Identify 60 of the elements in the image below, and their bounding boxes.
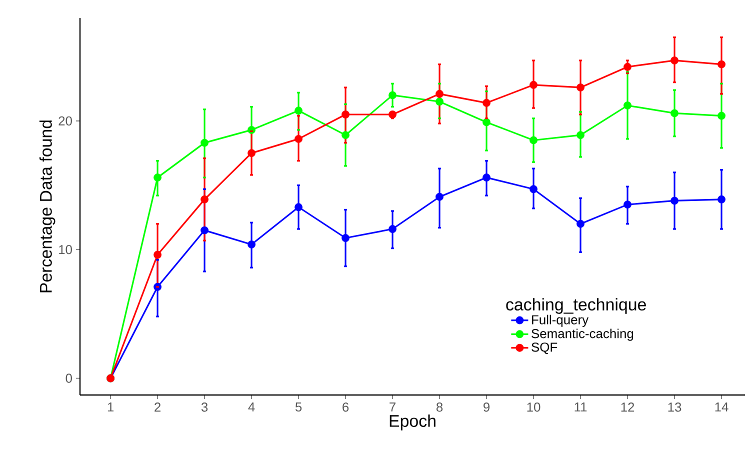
point [342,131,350,140]
x-tick-label: 2 [154,402,160,412]
point [388,91,397,100]
legend-label: Full-query [532,314,589,327]
point [670,56,679,64]
x-tick-label: 8 [436,402,443,412]
point [718,112,726,120]
x-tick-label: 1 [108,402,114,412]
point [530,80,538,89]
point [388,225,397,234]
legend-title: caching_technique [506,298,646,314]
point [436,192,444,201]
point [718,195,726,204]
x-tick-label: 5 [295,402,302,412]
x-tick-label: 10 [527,402,540,412]
point [576,83,585,92]
point [670,109,679,118]
point [154,174,162,182]
point [248,149,256,158]
x-tick-label: 6 [342,402,349,412]
x-tick-label: 14 [715,402,728,412]
point [718,60,726,68]
point [576,220,585,228]
y-axis-title: Percentage Data found [39,120,56,292]
x-tick-label: 7 [390,402,396,412]
x-tick-label: 11 [574,402,587,412]
y-tick-label: 0 [66,374,72,383]
x-tick-label: 4 [248,402,255,412]
point [294,106,303,115]
x-tick-label: 3 [201,402,208,412]
point [670,196,679,205]
y-tick-label: 20 [58,116,72,126]
point [436,98,444,106]
x-tick-label: 13 [668,402,682,412]
point [388,110,397,118]
point [482,118,491,126]
point [530,185,538,194]
x-tick-label: 12 [621,402,634,412]
point [200,195,209,204]
point [624,200,632,209]
x-tick-label: 9 [484,402,490,412]
point [294,203,303,212]
point [530,136,538,144]
point [482,98,491,107]
point [200,138,209,147]
point [624,62,632,71]
point [342,234,350,242]
x-axis-title: Epoch [390,414,436,430]
point [294,134,303,143]
point [436,90,444,98]
point [154,250,162,259]
point [248,240,256,248]
point [200,226,209,234]
point [482,174,491,182]
legend-label: SQF [532,342,558,354]
point [576,131,585,140]
point [624,102,632,110]
legend-label: Semantic-caching [532,328,634,341]
point [342,110,350,118]
y-tick-label: 10 [59,245,72,254]
